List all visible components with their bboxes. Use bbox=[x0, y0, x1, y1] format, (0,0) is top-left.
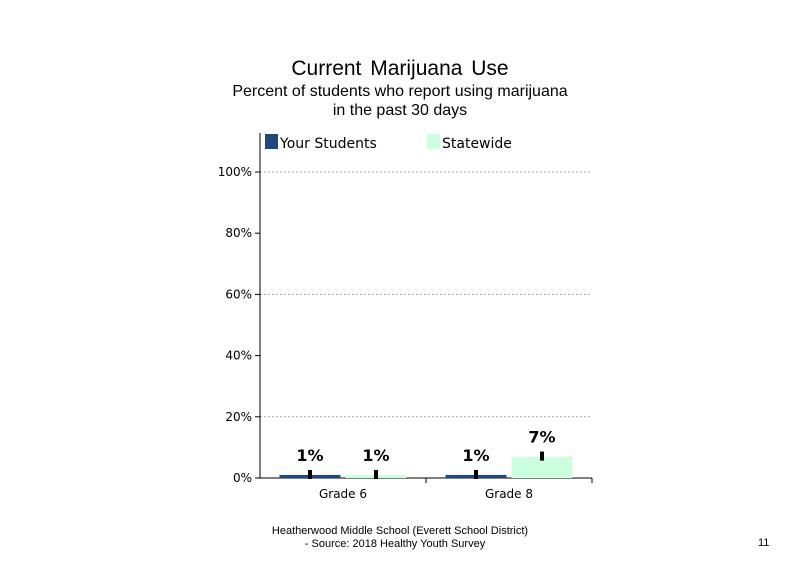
data-label: 1% bbox=[296, 446, 323, 465]
legend-swatch bbox=[427, 134, 440, 149]
y-tick-label: 40% bbox=[225, 349, 252, 363]
footer: Heatherwood Middle School (Everett Schoo… bbox=[0, 525, 800, 551]
error-bar bbox=[474, 469, 478, 479]
footer-source: - Source: 2018 Healthy Youth Survey bbox=[304, 538, 486, 550]
error-bar bbox=[540, 451, 544, 461]
y-tick-label: 0% bbox=[233, 471, 252, 485]
y-tick-label: 60% bbox=[225, 287, 252, 301]
bar bbox=[511, 456, 573, 478]
y-tick-label: 20% bbox=[225, 410, 252, 424]
y-tick-label: 80% bbox=[225, 226, 252, 240]
category-label: Grade 8 bbox=[485, 487, 533, 501]
legend-label: Your Students bbox=[279, 136, 377, 152]
category-label: Grade 6 bbox=[319, 487, 367, 501]
data-label: 1% bbox=[362, 446, 389, 465]
page-number: 11 bbox=[758, 537, 770, 549]
y-tick-label: 100% bbox=[218, 165, 252, 179]
footer-school: Heatherwood Middle School (Everett Schoo… bbox=[271, 525, 529, 537]
data-label: 1% bbox=[462, 446, 489, 465]
error-bar bbox=[308, 469, 312, 479]
subtitle-line-2: in the past 30 days bbox=[332, 102, 468, 119]
chart-title: Current Marijuana Use bbox=[291, 57, 509, 80]
chart-subtitle: Percent of students who report using mar… bbox=[0, 82, 800, 120]
legend-swatch bbox=[265, 134, 278, 149]
legend-label: Statewide bbox=[442, 136, 512, 152]
subtitle-line-1: Percent of students who report using mar… bbox=[232, 83, 568, 100]
error-bar bbox=[374, 469, 378, 479]
data-label: 7% bbox=[528, 428, 555, 447]
